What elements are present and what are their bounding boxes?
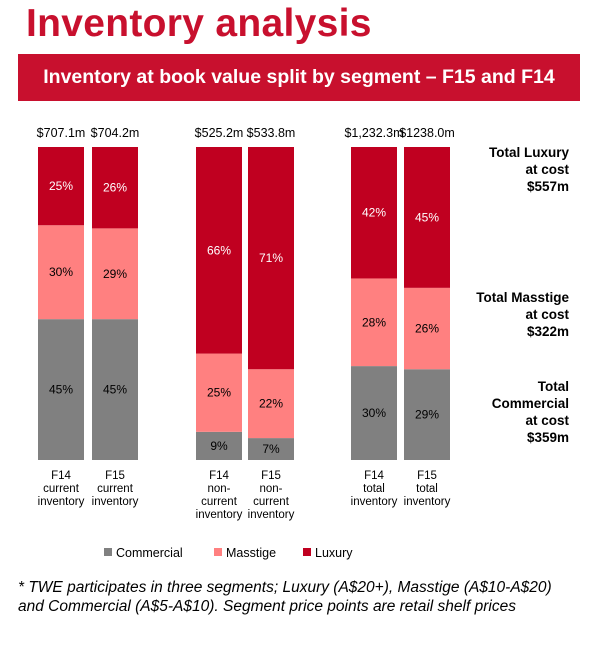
legend-label-commercial: Commercial (116, 546, 183, 560)
bar-segment-commercial (196, 431, 242, 460)
bar-segment-commercial (248, 438, 294, 460)
commercial-total-label: Total Commercial at cost $359m (491, 379, 569, 445)
bar-total-label: $704.2m (91, 126, 140, 140)
bar-segment-masstige (248, 369, 294, 439)
category-label: F14 non-current inventory (196, 470, 243, 521)
category-label: F14 total inventory (351, 470, 398, 508)
legend-label-masstige: Masstige (226, 546, 276, 560)
data-label-masstige: 26% (415, 322, 439, 336)
bar-total-label: $1238.0m (399, 126, 455, 140)
bar-total-label: $533.8m (247, 126, 296, 140)
bar-segment-luxury (38, 147, 84, 226)
bar-total-label: $1,232.3m (344, 126, 403, 140)
data-label-masstige: 29% (103, 267, 127, 281)
bar-segment-luxury (351, 147, 397, 279)
data-label-masstige: 22% (259, 397, 283, 411)
data-label-commercial: 30% (362, 406, 386, 420)
labels-layer: 45% 30% 25% $707.1m F14 current inventory 45% 29… (37, 126, 455, 521)
bar-total-label: $525.2m (195, 126, 244, 140)
bar-segment-masstige (92, 228, 138, 320)
bar-segment-commercial (404, 369, 450, 460)
bar-segment-luxury (196, 147, 242, 354)
data-label-luxury: 66% (207, 243, 231, 257)
legend-swatch-commercial (104, 548, 112, 556)
category-label: F15 non-current inventory (248, 470, 295, 521)
data-label-luxury: 71% (259, 251, 283, 265)
data-label-luxury: 42% (362, 206, 386, 220)
category-label: F14 current inventory (38, 470, 85, 508)
data-label-luxury: 26% (103, 181, 127, 195)
bar-segment-commercial (92, 319, 138, 460)
bar-segment-masstige (404, 287, 450, 370)
bar-segment-commercial (38, 319, 84, 460)
bar-segment-luxury (248, 147, 294, 370)
data-label-masstige: 28% (362, 315, 386, 329)
category-label: F15 current inventory (92, 470, 139, 508)
bar-total-label: $707.1m (37, 126, 86, 140)
legend: Commercial Masstige Luxury (104, 546, 353, 560)
data-label-commercial: 7% (262, 442, 280, 456)
legend-swatch-luxury (303, 548, 311, 556)
legend-swatch-masstige (214, 548, 222, 556)
data-label-luxury: 25% (49, 179, 73, 193)
bar-segment-masstige (196, 353, 242, 432)
footnote: * TWE participates in three segments; Lu… (18, 579, 552, 615)
page-title: Inventory analysis (26, 2, 372, 45)
data-label-masstige: 30% (49, 265, 73, 279)
bar-segment-commercial (351, 366, 397, 460)
data-label-masstige: 25% (207, 386, 231, 400)
bar-segment-luxury (92, 147, 138, 229)
bars-layer (38, 147, 450, 460)
bar-segment-luxury (404, 147, 450, 288)
legend-label-luxury: Luxury (315, 546, 353, 560)
masstige-total-label: Total Masstige at cost $322m (476, 290, 569, 339)
bar-segment-masstige (351, 278, 397, 367)
data-label-commercial: 9% (210, 439, 228, 453)
category-label: F15 total inventory (404, 470, 451, 508)
luxury-total-label: Total Luxury at cost $557m (488, 145, 569, 194)
bar-segment-masstige (38, 225, 84, 320)
chart-banner-title: Inventory at book value split by segment… (18, 54, 580, 101)
data-label-commercial: 45% (49, 383, 73, 397)
data-label-luxury: 45% (415, 210, 439, 224)
data-label-commercial: 45% (103, 383, 127, 397)
data-label-commercial: 29% (415, 408, 439, 422)
